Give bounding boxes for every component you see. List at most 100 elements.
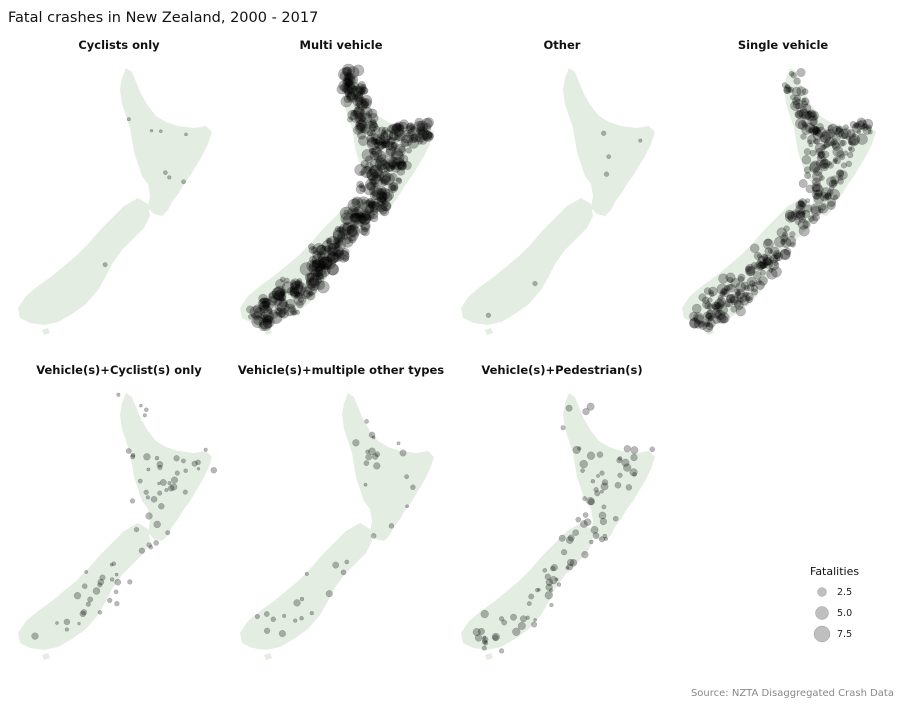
crash-point [306, 272, 315, 281]
crash-point [253, 315, 264, 326]
crash-point [810, 111, 817, 119]
crash-point [727, 276, 734, 284]
crash-point [848, 146, 855, 153]
crash-point [820, 144, 826, 151]
crash-point [125, 448, 132, 454]
crash-point [344, 80, 351, 87]
crash-point [825, 137, 835, 147]
crash-point [544, 573, 551, 580]
crash-point [356, 122, 366, 132]
crash-point [804, 171, 812, 180]
crash-point [397, 121, 409, 133]
crash-point [417, 139, 423, 145]
crash-point [560, 425, 566, 431]
crash-point [774, 236, 786, 248]
crash-point [770, 266, 782, 278]
crash-point [811, 177, 821, 187]
crash-point [740, 281, 749, 290]
crash-point [375, 154, 389, 167]
crash-point [725, 272, 736, 283]
crash-point [796, 109, 805, 118]
crash-point [820, 187, 832, 199]
crash-point [165, 530, 171, 536]
crash-point [167, 481, 172, 486]
crash-point [368, 447, 376, 456]
crash-point [261, 297, 272, 308]
crash-point [353, 105, 365, 117]
crash-point [375, 138, 381, 145]
crash-point [809, 149, 817, 157]
crash-point [793, 77, 801, 85]
crash-point [353, 107, 364, 119]
crash-point [305, 277, 317, 289]
crash-point [340, 569, 347, 576]
crash-point [409, 123, 416, 131]
crash-point [369, 178, 377, 186]
crash-point [350, 109, 358, 117]
crash-point [718, 312, 730, 324]
crash-point [299, 596, 305, 602]
crash-point [343, 95, 352, 104]
crash-point [356, 213, 367, 224]
crash-point [184, 132, 188, 137]
crash-point [827, 160, 833, 166]
crash-point [394, 162, 400, 168]
crash-point [342, 66, 353, 77]
crash-point [308, 246, 317, 254]
crash-point [398, 154, 409, 164]
crash-point [838, 128, 849, 140]
crash-point [807, 134, 816, 144]
crash-point [388, 123, 399, 135]
crash-point [593, 487, 599, 493]
crash-point [315, 244, 327, 256]
crash-point [730, 305, 738, 313]
crash-point [797, 200, 805, 207]
crash-point [372, 169, 385, 182]
crash-point [517, 621, 526, 630]
crash-point [380, 129, 387, 136]
crash-point [389, 128, 402, 141]
crash-point [341, 236, 354, 248]
crash-point [369, 120, 378, 129]
crash-point [399, 161, 405, 167]
crash-point [746, 276, 757, 287]
crash-point [817, 152, 825, 160]
crash-point [809, 215, 818, 225]
crash-point [366, 134, 375, 143]
crash-point [258, 321, 268, 332]
crash-point [358, 135, 369, 146]
crash-point [798, 215, 807, 224]
crash-point [802, 220, 811, 229]
crash-point [720, 315, 729, 324]
crash-point [315, 266, 323, 275]
crash-point [596, 473, 600, 478]
crash-point [810, 205, 822, 217]
crash-point [293, 599, 301, 607]
crash-point [798, 108, 810, 120]
crash-point [302, 289, 311, 298]
crash-point [580, 468, 585, 473]
crash-point [252, 304, 262, 314]
crash-point [796, 67, 806, 78]
crash-point [630, 446, 639, 455]
crash-point [338, 223, 352, 237]
crash-point [831, 140, 840, 149]
crash-point [707, 309, 713, 315]
crash-point [344, 90, 353, 98]
crash-point [325, 590, 333, 598]
crash-point [803, 148, 811, 156]
crash-point [586, 451, 596, 460]
crash-point [63, 618, 71, 626]
crash-point [554, 577, 559, 582]
crash-point [262, 314, 274, 325]
crash-point [332, 238, 343, 249]
crash-point [385, 148, 395, 158]
crash-point [705, 322, 711, 328]
crash-point [354, 112, 366, 124]
crash-point [398, 119, 410, 130]
crash-point [693, 319, 703, 329]
crash-point [612, 515, 619, 522]
crash-point [373, 141, 381, 148]
crash-point [311, 253, 323, 266]
crash-point [835, 126, 843, 135]
